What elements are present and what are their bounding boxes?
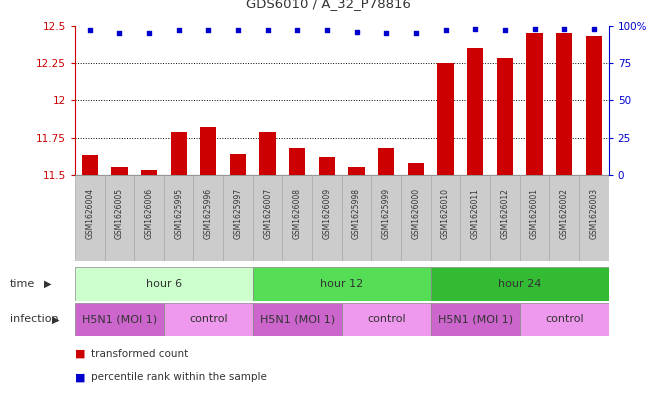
- Point: [381, 30, 391, 36]
- Bar: [171, 132, 187, 175]
- Bar: [401, 175, 431, 261]
- Text: GDS6010 / A_32_P78816: GDS6010 / A_32_P78816: [246, 0, 411, 10]
- Bar: [497, 59, 513, 175]
- Point: [352, 28, 362, 35]
- Bar: [372, 175, 401, 261]
- Text: control: control: [189, 314, 228, 324]
- Text: GSM1626011: GSM1626011: [471, 188, 480, 239]
- Bar: [527, 33, 543, 175]
- Text: H5N1 (MOI 1): H5N1 (MOI 1): [437, 314, 513, 324]
- Point: [470, 26, 480, 32]
- Text: GSM1625995: GSM1625995: [174, 188, 183, 239]
- Bar: [193, 175, 223, 261]
- Bar: [111, 167, 128, 175]
- Text: ■: ■: [75, 372, 85, 382]
- Bar: [75, 175, 105, 261]
- Text: hour 6: hour 6: [146, 279, 182, 289]
- Bar: [289, 148, 305, 175]
- Bar: [253, 267, 431, 301]
- Text: GSM1626002: GSM1626002: [560, 188, 569, 239]
- Point: [411, 30, 421, 36]
- Bar: [200, 127, 217, 175]
- Bar: [253, 175, 283, 261]
- Text: H5N1 (MOI 1): H5N1 (MOI 1): [260, 314, 335, 324]
- Text: time: time: [10, 279, 35, 289]
- Text: percentile rank within the sample: percentile rank within the sample: [91, 372, 267, 382]
- Bar: [467, 48, 484, 175]
- Bar: [260, 132, 276, 175]
- Text: GSM1626000: GSM1626000: [411, 188, 421, 239]
- Text: GSM1625996: GSM1625996: [204, 188, 213, 239]
- Bar: [141, 171, 157, 175]
- Text: GSM1626009: GSM1626009: [322, 188, 331, 239]
- Text: GSM1626007: GSM1626007: [263, 188, 272, 239]
- Text: transformed count: transformed count: [91, 349, 188, 359]
- Bar: [253, 303, 342, 336]
- Point: [233, 27, 243, 33]
- Point: [114, 30, 124, 36]
- Bar: [342, 175, 372, 261]
- Bar: [460, 175, 490, 261]
- Bar: [164, 175, 193, 261]
- Text: control: control: [545, 314, 583, 324]
- Point: [203, 27, 214, 33]
- Point: [500, 27, 510, 33]
- Text: GSM1626006: GSM1626006: [145, 188, 154, 239]
- Point: [322, 27, 332, 33]
- Bar: [519, 175, 549, 261]
- Bar: [223, 175, 253, 261]
- Text: GSM1625999: GSM1625999: [381, 188, 391, 239]
- Text: GSM1626008: GSM1626008: [293, 188, 302, 239]
- Bar: [75, 267, 253, 301]
- Bar: [549, 175, 579, 261]
- Point: [262, 27, 273, 33]
- Bar: [75, 303, 164, 336]
- Point: [440, 27, 450, 33]
- Text: GSM1626004: GSM1626004: [85, 188, 94, 239]
- Bar: [519, 303, 609, 336]
- Text: control: control: [367, 314, 406, 324]
- Bar: [164, 303, 253, 336]
- Bar: [81, 156, 98, 175]
- Text: ▶: ▶: [44, 279, 51, 289]
- Text: GSM1625998: GSM1625998: [352, 188, 361, 239]
- Bar: [490, 175, 519, 261]
- Point: [144, 30, 154, 36]
- Bar: [134, 175, 164, 261]
- Bar: [431, 303, 519, 336]
- Text: GSM1626005: GSM1626005: [115, 188, 124, 239]
- Text: infection: infection: [10, 314, 59, 324]
- Bar: [342, 303, 431, 336]
- Bar: [348, 167, 365, 175]
- Text: ▶: ▶: [52, 314, 60, 324]
- Bar: [579, 175, 609, 261]
- Point: [589, 26, 599, 32]
- Bar: [312, 175, 342, 261]
- Bar: [437, 63, 454, 175]
- Text: GSM1626010: GSM1626010: [441, 188, 450, 239]
- Point: [529, 26, 540, 32]
- Bar: [431, 175, 460, 261]
- Bar: [408, 163, 424, 175]
- Bar: [283, 175, 312, 261]
- Bar: [378, 148, 395, 175]
- Bar: [431, 267, 609, 301]
- Text: GSM1626012: GSM1626012: [501, 188, 509, 239]
- Point: [173, 27, 184, 33]
- Bar: [319, 157, 335, 175]
- Text: GSM1626003: GSM1626003: [589, 188, 598, 239]
- Point: [292, 27, 303, 33]
- Text: hour 24: hour 24: [498, 279, 542, 289]
- Bar: [230, 154, 246, 175]
- Bar: [556, 33, 572, 175]
- Text: ■: ■: [75, 349, 85, 359]
- Text: GSM1626001: GSM1626001: [530, 188, 539, 239]
- Bar: [105, 175, 134, 261]
- Text: hour 12: hour 12: [320, 279, 363, 289]
- Point: [559, 26, 570, 32]
- Text: H5N1 (MOI 1): H5N1 (MOI 1): [82, 314, 157, 324]
- Text: GSM1625997: GSM1625997: [234, 188, 242, 239]
- Bar: [586, 36, 602, 175]
- Point: [85, 27, 95, 33]
